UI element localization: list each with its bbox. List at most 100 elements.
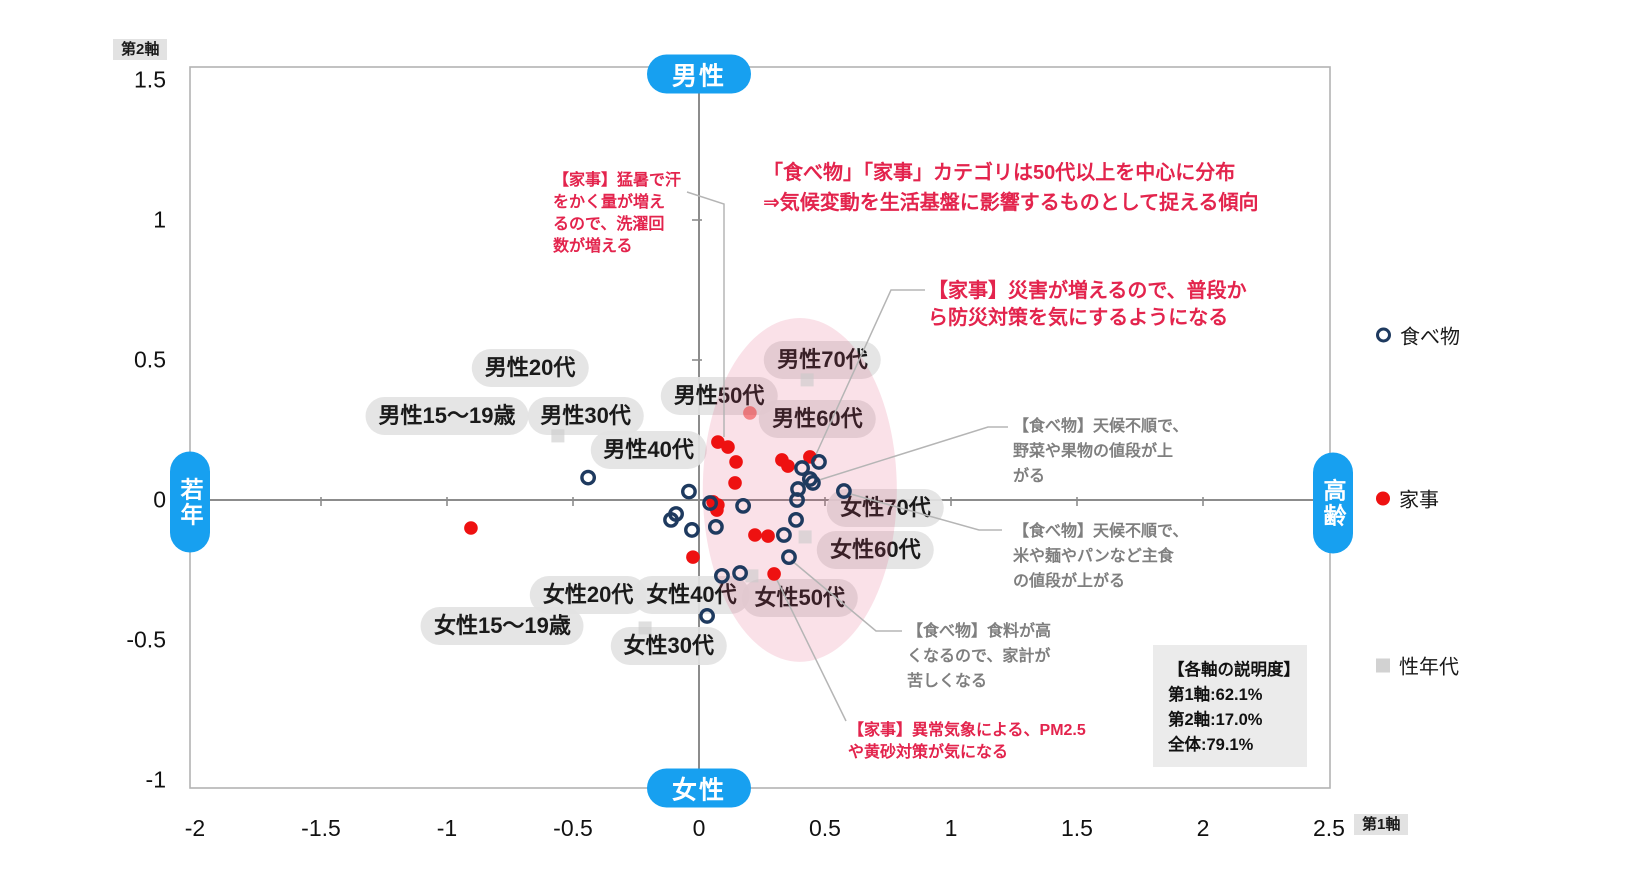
- annotation-line: くなるので、家計が: [907, 648, 1051, 665]
- group-label: 女性20代: [529, 576, 647, 615]
- housework-point: [748, 528, 762, 542]
- x-tick-label: -2: [184, 815, 206, 841]
- demographic-point: [798, 530, 812, 544]
- annotation-line: 【食べ物】天候不順で、: [1013, 523, 1189, 540]
- group-label: 男性50代: [660, 377, 778, 416]
- annotation-line: 苦しくなる: [907, 673, 988, 690]
- annotation-line: ら防災対策を気にするようになる: [928, 307, 1229, 329]
- food-point: [735, 497, 751, 514]
- food-point: [789, 492, 805, 508]
- group-label: 女性40代: [633, 576, 750, 615]
- pole-young-pill: 若年: [170, 451, 210, 553]
- annotation-line: 【家事】異常気象による、PM2.5: [848, 722, 1086, 739]
- legend-label-housework: 家事: [1399, 489, 1439, 512]
- housework-point: [729, 455, 743, 469]
- housework-point: [686, 550, 700, 564]
- group-label: 男性40代: [590, 430, 707, 469]
- y-tick-label: 0: [153, 486, 166, 513]
- annotation-line: 【食べ物】食料が高: [907, 623, 1052, 640]
- food-point: [801, 471, 818, 487]
- annotation-line: 米や麺やパンなど主食: [1013, 548, 1174, 565]
- pole-male-pill: 男性: [647, 54, 751, 94]
- food-point: [707, 518, 724, 535]
- group-label: 男性15〜19歳: [365, 397, 529, 435]
- housework-point: [464, 521, 478, 535]
- explained-variance-box: 【各軸の説明度】 第1軸:62.1% 第2軸:17.0% 全体:79.1%: [1153, 645, 1307, 767]
- housework-dot-icon: [1376, 491, 1390, 505]
- annotation-line: 数が増える: [553, 238, 633, 255]
- group-label: 女性70代: [827, 489, 944, 528]
- housework-point: [711, 435, 725, 449]
- housework-point: [711, 498, 725, 512]
- headline-line1: 「食べ物」「家事」カテゴリは50代以上を中心に分布: [763, 162, 1236, 184]
- y-tick-label: 0.5: [134, 346, 166, 373]
- annotation-line: 【家事】猛暑で汗: [553, 172, 682, 189]
- annotation-line: の値段が上がる: [1013, 573, 1126, 590]
- annotation-line: や黄砂対策が気になる: [848, 744, 1009, 761]
- housework-point: [721, 440, 735, 454]
- legend-item-demographic: 性年代: [1376, 651, 1459, 680]
- housework-point: [706, 495, 720, 509]
- food-point: [668, 506, 684, 522]
- x-tick-label: 1: [944, 815, 958, 841]
- food-point: [580, 469, 597, 486]
- food-point: [805, 475, 821, 491]
- food-point: [781, 549, 797, 566]
- explained-variance-axis1: 第1軸:62.1%: [1168, 686, 1263, 704]
- axis1-tag: 第1軸: [1354, 814, 1409, 835]
- food-point: [794, 460, 810, 476]
- food-open-circle-icon: [1376, 327, 1391, 343]
- food-point: [788, 511, 804, 528]
- x-tick-label: 2.5: [1313, 815, 1345, 841]
- annotation-line: 【食べ物】天候不順で、: [1013, 418, 1189, 435]
- housework-point: [710, 503, 724, 517]
- housework-point: [761, 529, 775, 543]
- group-label: 男性30代: [527, 397, 644, 435]
- housework-point: [803, 450, 817, 464]
- annotation-vegetables: 【食べ物】天候不順で、 野菜や果物の値段が上 がる: [1013, 414, 1188, 489]
- housework-point: [781, 459, 795, 473]
- x-tick-label: 0.5: [809, 815, 841, 841]
- legend-label-demographic: 性年代: [1399, 656, 1459, 679]
- explained-variance-title: 【各軸の説明度】: [1168, 661, 1300, 679]
- pole-female-pill: 女性: [647, 768, 751, 808]
- group-label: 女性30代: [610, 626, 727, 665]
- group-label: 男性20代: [471, 349, 589, 388]
- annotation-line: 【家事】災害が増えるので、普段か: [928, 280, 1247, 302]
- explained-variance-axis2: 第2軸:17.0%: [1168, 711, 1263, 729]
- headline: 「食べ物」「家事」カテゴリは50代以上を中心に分布 ⇒気候変動を生活基盤に影響す…: [763, 158, 1259, 218]
- x-tick-label: -1.5: [301, 815, 341, 841]
- explained-variance-total: 全体:79.1%: [1168, 736, 1254, 754]
- axis2-tag: 第2軸: [113, 39, 168, 60]
- group-label: 女性60代: [817, 531, 934, 570]
- group-label: 男性70代: [764, 341, 881, 379]
- annotation-line: 野菜や果物の値段が上: [1013, 443, 1174, 460]
- x-tick-label: 1.5: [1061, 815, 1093, 841]
- pole-old-pill: 高齢: [1313, 452, 1353, 554]
- food-point: [681, 483, 697, 500]
- x-tick-label: 0: [692, 815, 706, 841]
- housework-point: [775, 453, 789, 467]
- headline-line2: ⇒気候変動を生活基盤に影響するものとして捉える傾向: [763, 192, 1259, 214]
- annotation-pm25: 【家事】異常気象による、PM2.5 や黄砂対策が気になる: [848, 720, 1086, 764]
- y-tick-label: 1.5: [134, 66, 166, 93]
- x-tick-label: 2: [1196, 815, 1210, 841]
- food-point: [811, 454, 827, 470]
- food-point: [663, 511, 679, 528]
- annotation-line: がる: [1013, 468, 1046, 485]
- food-point: [776, 527, 792, 543]
- legend-item-housework: 家事: [1376, 484, 1439, 513]
- demographic-square-icon: [1376, 658, 1390, 672]
- group-label: 女性50代: [741, 579, 859, 617]
- y-tick-label: 1: [153, 206, 166, 233]
- food-point: [684, 522, 700, 538]
- group-label: 男性60代: [759, 399, 876, 438]
- y-tick-label: -1: [145, 766, 166, 793]
- annotation-budget: 【食べ物】食料が高 くなるので、家計が 苦しくなる: [907, 619, 1051, 694]
- y-tick-label: -0.5: [126, 626, 166, 653]
- legend-label-food: 食べ物: [1400, 326, 1460, 349]
- housework-point: [728, 476, 742, 490]
